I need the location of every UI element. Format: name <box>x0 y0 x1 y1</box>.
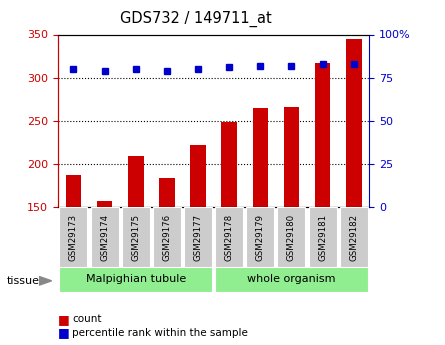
Text: GSM29177: GSM29177 <box>194 214 202 261</box>
Bar <box>60 267 212 292</box>
Bar <box>346 39 361 207</box>
Bar <box>153 207 181 267</box>
Text: ■: ■ <box>58 326 69 339</box>
Text: GSM29173: GSM29173 <box>69 214 78 261</box>
Bar <box>284 107 299 207</box>
Text: GSM29179: GSM29179 <box>256 214 265 261</box>
Bar <box>60 207 87 267</box>
Bar <box>278 207 306 267</box>
Bar <box>253 108 268 207</box>
Text: count: count <box>72 314 101 324</box>
Text: GSM29178: GSM29178 <box>225 214 234 261</box>
Bar <box>190 145 206 207</box>
Text: ■: ■ <box>58 313 69 326</box>
Text: GSM29181: GSM29181 <box>318 214 327 261</box>
Text: GSM29176: GSM29176 <box>162 214 171 261</box>
Bar <box>121 207 150 267</box>
Text: GSM29180: GSM29180 <box>287 214 296 261</box>
Bar <box>340 207 368 267</box>
Text: percentile rank within the sample: percentile rank within the sample <box>72 328 248 338</box>
Bar <box>215 267 368 292</box>
Text: GSM29182: GSM29182 <box>349 214 358 261</box>
Text: tissue: tissue <box>7 276 40 286</box>
Bar <box>66 175 81 207</box>
Text: GDS732 / 149711_at: GDS732 / 149711_at <box>120 10 272 27</box>
Bar <box>246 207 274 267</box>
Bar <box>222 122 237 207</box>
Text: Malpighian tubule: Malpighian tubule <box>85 275 186 284</box>
Bar <box>215 207 243 267</box>
Bar <box>159 178 174 207</box>
Text: whole organism: whole organism <box>247 275 336 284</box>
Polygon shape <box>39 276 52 285</box>
Bar <box>315 63 330 207</box>
Text: GSM29174: GSM29174 <box>100 214 109 261</box>
Bar <box>128 156 143 207</box>
Text: GSM29175: GSM29175 <box>131 214 140 261</box>
Bar <box>184 207 212 267</box>
Bar <box>309 207 336 267</box>
Bar <box>91 207 118 267</box>
Bar <box>97 201 112 207</box>
